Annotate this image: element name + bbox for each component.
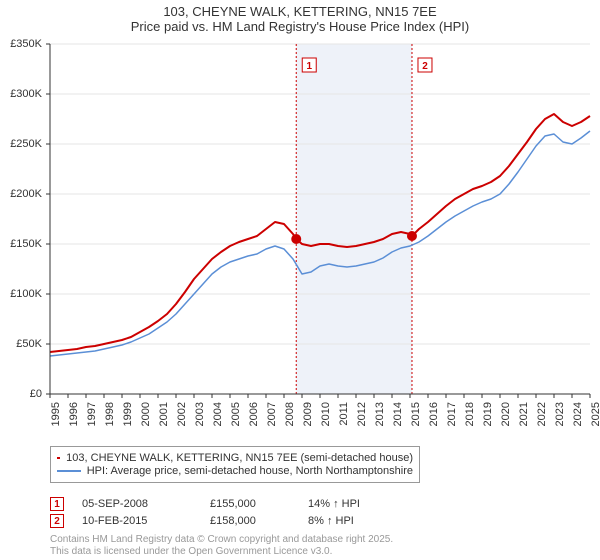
y-tick-label: £250K xyxy=(10,138,42,150)
sale-marker-badge: 1 xyxy=(50,497,64,511)
x-tick-label: 2020 xyxy=(500,402,512,426)
sale-diff: 8% ↑ HPI xyxy=(308,515,408,527)
footer-line-2: This data is licensed under the Open Gov… xyxy=(50,546,393,558)
x-tick-label: 2018 xyxy=(464,402,476,426)
legend-row: HPI: Average price, semi-detached house,… xyxy=(57,465,413,477)
chart-subtitle: Price paid vs. HM Land Registry's House … xyxy=(0,19,600,34)
x-tick-label: 2006 xyxy=(248,402,260,426)
x-tick-label: 1995 xyxy=(50,402,62,426)
sales-table: 1 05-SEP-2008 £155,000 14% ↑ HPI 2 10-FEB-201… xyxy=(50,494,530,531)
x-tick-label: 1999 xyxy=(122,402,134,426)
sale-row: 2 10-FEB-2015 £158,000 8% ↑ HPI xyxy=(50,514,530,528)
y-tick-label: £300K xyxy=(10,88,42,100)
x-tick-label: 2014 xyxy=(392,402,404,426)
footer-attribution: Contains HM Land Registry data © Crown c… xyxy=(50,534,393,558)
sale-price: £155,000 xyxy=(210,498,290,510)
x-tick-label: 2013 xyxy=(374,402,386,426)
legend-swatch xyxy=(57,470,81,472)
x-tick-label: 2004 xyxy=(212,402,224,426)
x-tick-label: 2007 xyxy=(266,402,278,426)
legend-label: 103, CHEYNE WALK, KETTERING, NN15 7EE (s… xyxy=(66,452,413,464)
x-tick-label: 2015 xyxy=(410,402,422,426)
x-tick-label: 2017 xyxy=(446,402,458,426)
x-tick-label: 2010 xyxy=(320,402,332,426)
y-tick-label: £100K xyxy=(10,288,42,300)
x-tick-label: 2009 xyxy=(302,402,314,426)
y-axis-labels: £0£50K£100K£150K£200K£250K£300K£350K xyxy=(0,44,46,394)
chart-container: 103, CHEYNE WALK, KETTERING, NN15 7EE Pr… xyxy=(0,0,600,560)
x-tick-label: 1998 xyxy=(104,402,116,426)
sale-diff: 14% ↑ HPI xyxy=(308,498,408,510)
x-tick-label: 2024 xyxy=(572,402,584,426)
sale-row: 1 05-SEP-2008 £155,000 14% ↑ HPI xyxy=(50,497,530,511)
x-tick-label: 2002 xyxy=(176,402,188,426)
x-tick-label: 2003 xyxy=(194,402,206,426)
x-tick-label: 2023 xyxy=(554,402,566,426)
legend-label: HPI: Average price, semi-detached house,… xyxy=(87,465,413,477)
x-tick-label: 2005 xyxy=(230,402,242,426)
plot-area: 12 xyxy=(50,44,590,394)
x-tick-label: 2016 xyxy=(428,402,440,426)
y-tick-label: £200K xyxy=(10,188,42,200)
legend-box: 103, CHEYNE WALK, KETTERING, NN15 7EE (s… xyxy=(50,446,420,483)
plot-svg: 12 xyxy=(50,44,590,394)
svg-text:1: 1 xyxy=(306,61,312,72)
sale-date: 05-SEP-2008 xyxy=(82,498,192,510)
x-axis-labels: 1995 1996 1997 1998 1999 2000 2001 2002 2003 2004… xyxy=(50,398,590,448)
x-tick-label: 2021 xyxy=(518,402,530,426)
y-tick-label: £50K xyxy=(16,338,42,350)
x-tick-label: 1996 xyxy=(68,402,80,426)
x-tick-label: 2001 xyxy=(158,402,170,426)
x-tick-label: 1997 xyxy=(86,402,98,426)
x-tick-label: 2019 xyxy=(482,402,494,426)
legend-row: 103, CHEYNE WALK, KETTERING, NN15 7EE (s… xyxy=(57,452,413,464)
svg-text:2: 2 xyxy=(422,61,428,72)
sale-price: £158,000 xyxy=(210,515,290,527)
sale-date: 10-FEB-2015 xyxy=(82,515,192,527)
sale-marker-badge: 2 xyxy=(50,514,64,528)
x-tick-label: 2012 xyxy=(356,402,368,426)
legend-swatch xyxy=(57,457,60,459)
x-tick-label: 2022 xyxy=(536,402,548,426)
x-tick-label: 2025 xyxy=(590,402,600,426)
y-tick-label: £150K xyxy=(10,238,42,250)
x-tick-label: 2008 xyxy=(284,402,296,426)
chart-title: 103, CHEYNE WALK, KETTERING, NN15 7EE xyxy=(0,4,600,19)
footer-line-1: Contains HM Land Registry data © Crown c… xyxy=(50,534,393,546)
title-block: 103, CHEYNE WALK, KETTERING, NN15 7EE Pr… xyxy=(0,0,600,34)
x-tick-label: 2011 xyxy=(338,402,350,426)
y-tick-label: £0 xyxy=(30,388,42,400)
x-tick-label: 2000 xyxy=(140,402,152,426)
y-tick-label: £350K xyxy=(10,38,42,50)
